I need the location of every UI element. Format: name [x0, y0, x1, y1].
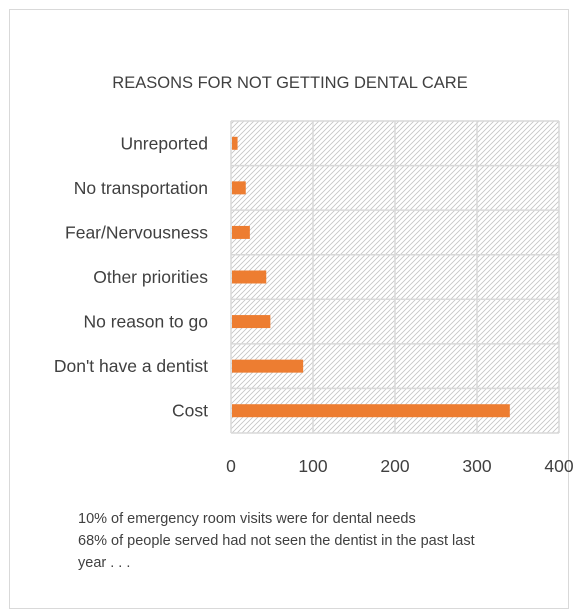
x-tick-labels: 0 100 200 300 400 [226, 456, 574, 476]
note-er-visits: 10% of emergency room visits were for de… [78, 511, 416, 527]
bar-no-reason-to-go [232, 315, 271, 329]
bar-no-transportation [232, 181, 246, 195]
x-tick-label: 200 [380, 456, 409, 476]
gridlines [230, 120, 560, 434]
chart-notes: 10% of emergency room visits were for de… [78, 508, 498, 574]
category-label: Fear/Nervousness [65, 222, 208, 242]
bar-fear-nervousness [232, 225, 250, 239]
x-tick-label: 0 [226, 456, 236, 476]
x-tick-label: 300 [462, 456, 491, 476]
category-label: No transportation [74, 178, 208, 198]
x-tick-label: 400 [544, 456, 573, 476]
category-label: Other priorities [93, 267, 208, 287]
bar-unreported [232, 136, 238, 150]
x-tick-label: 100 [298, 456, 327, 476]
note-not-seen-dentist: 68% of people served had not seen the de… [78, 533, 475, 571]
chart-title: REASONS FOR NOT GETTING DENTAL CARE [112, 74, 467, 92]
bar-don-t-have-a-dentist [232, 359, 304, 373]
category-label: No reason to go [83, 312, 208, 332]
bars [232, 136, 510, 418]
bar-cost [232, 404, 510, 418]
category-label: Don't have a dentist [54, 356, 208, 376]
category-labels: Unreported No transportation Fear/Nervousn… [54, 133, 208, 420]
bar-other-priorities [232, 270, 267, 284]
category-label: Cost [172, 401, 208, 421]
category-label: Unreported [120, 133, 208, 153]
